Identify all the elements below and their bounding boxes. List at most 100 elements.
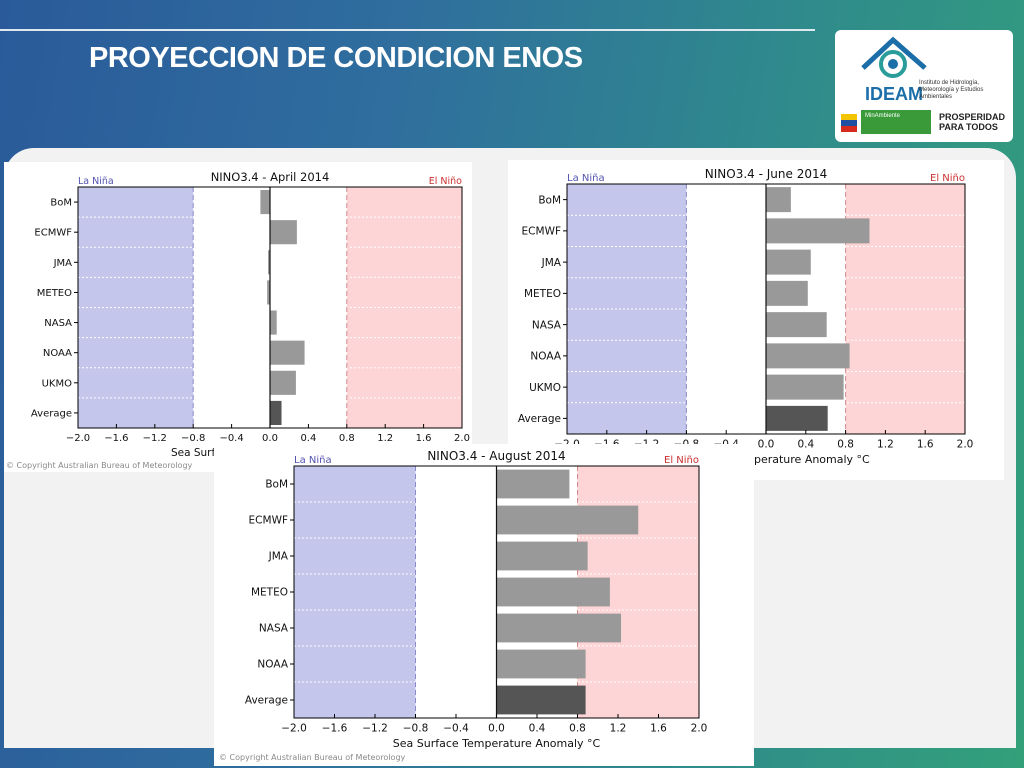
- x-tick-label: 1.2: [377, 433, 393, 444]
- chart-title: NINO3.4 - April 2014: [211, 170, 330, 184]
- bar-ecmwf: [496, 505, 639, 535]
- bar-nasa: [496, 613, 622, 643]
- category-label: ECMWF: [522, 226, 561, 238]
- el-nino-label: El Niño: [930, 173, 965, 184]
- chart-panel-june: BoMECMWFJMAMETEONASANOAAUKMOAverage−2.0−…: [508, 160, 1004, 480]
- bar-meteo: [267, 280, 270, 305]
- category-label: NOAA: [530, 351, 561, 363]
- bar-bom: [496, 469, 570, 499]
- x-tick-label: −0.4: [443, 723, 469, 735]
- category-label: BoM: [265, 479, 288, 491]
- la-nina-region: [567, 184, 687, 434]
- prosperidad-slogan: PROSPERIDAD PARA TODOS: [939, 112, 1006, 132]
- x-tick-label: 0.4: [797, 439, 814, 451]
- bar-noaa: [496, 649, 586, 679]
- bar-jma: [268, 250, 270, 275]
- x-tick-label: 0.8: [339, 433, 355, 444]
- x-tick-label: 1.6: [917, 439, 934, 451]
- bar-jma: [766, 249, 811, 275]
- top-divider-line: [0, 29, 815, 31]
- x-tick-label: 0.0: [488, 723, 505, 735]
- x-tick-label: 1.6: [416, 433, 432, 444]
- nino34-april-chart: BoM ECMWF JMA METEO NASA NOAA UKMO Average −2.0 −…: [31, 170, 470, 459]
- category-label: JMA: [53, 258, 73, 269]
- bar-bom: [766, 187, 791, 213]
- category-label: ECMWF: [249, 515, 288, 527]
- category-label: JMA: [268, 551, 289, 563]
- bar-meteo: [496, 577, 610, 607]
- category-label: UKMO: [529, 382, 561, 394]
- la-nina-label: La Niña: [78, 176, 114, 187]
- x-tick-label: 1.2: [610, 723, 627, 735]
- category-label: JMA: [541, 257, 562, 269]
- category-label: Average: [518, 413, 561, 425]
- x-tick-label: 2.0: [454, 433, 470, 444]
- ideam-logo-subtitle: Instituto de Hidrología, Meteorología y …: [919, 80, 984, 100]
- category-label: NASA: [44, 318, 72, 329]
- bar-meteo: [766, 280, 808, 306]
- category-label: ECMWF: [34, 228, 72, 239]
- category-label: NASA: [532, 319, 562, 331]
- ministry-logo: MinAmbiente: [861, 110, 931, 134]
- x-tick-label: −2.0: [66, 433, 90, 444]
- bar-bom: [260, 190, 270, 215]
- x-tick-label: −1.6: [104, 433, 128, 444]
- category-label: METEO: [251, 587, 288, 599]
- bar-nasa: [270, 310, 277, 335]
- x-tick-label: −0.4: [219, 433, 243, 444]
- chart-panel-april: BoM ECMWF JMA METEO NASA NOAA UKMO Average −2.0 −…: [4, 162, 472, 472]
- slide-title: PROYECCION DE CONDICION ENOS: [89, 42, 583, 74]
- colombia-coat-of-arms-icon: [841, 114, 857, 132]
- x-tick-label: −1.6: [322, 723, 348, 735]
- category-label: BoM: [538, 194, 561, 206]
- x-tick-label: −0.8: [403, 723, 429, 735]
- x-tick-label: 0.0: [262, 433, 278, 444]
- x-axis-label: Sea Surface Temperature Anomaly °C: [393, 737, 601, 750]
- la-nina-label: La Niña: [567, 173, 605, 184]
- x-tick-label: 2.0: [691, 723, 708, 735]
- bar-average: [270, 400, 282, 425]
- x-tick-label: 1.2: [877, 439, 894, 451]
- bar-nasa: [766, 312, 827, 338]
- bar-noaa: [766, 343, 850, 369]
- bar-ecmwf: [270, 220, 297, 245]
- ideam-logo: IDEAM Instituto de Hidrología, Meteorolo…: [835, 30, 1013, 142]
- bar-ukmo: [766, 374, 844, 400]
- ideam-emblem-icon: [861, 36, 927, 78]
- bar-ecmwf: [766, 218, 870, 244]
- category-label: BoM: [50, 198, 72, 209]
- category-label: Average: [245, 695, 288, 707]
- category-label: NASA: [259, 623, 289, 635]
- category-label: NOAA: [43, 348, 72, 359]
- x-tick-label: 1.6: [650, 723, 667, 735]
- ideam-logo-name: IDEAM: [865, 84, 923, 104]
- la-nina-region: [294, 466, 416, 718]
- x-tick-label: −1.2: [362, 723, 388, 735]
- chart-panel-august: BoM ECMWF JMA METEO NASA NOAA Average −2.0 −1.6 −…: [214, 444, 754, 766]
- bar-ukmo: [270, 370, 296, 395]
- category-label: METEO: [524, 288, 561, 300]
- x-tick-label: 0.4: [529, 723, 546, 735]
- chart-title: NINO3.4 - August 2014: [427, 449, 565, 463]
- x-tick-label: 0.8: [569, 723, 586, 735]
- bar-average: [766, 405, 828, 431]
- category-label: NOAA: [257, 659, 288, 671]
- category-label: METEO: [37, 288, 72, 299]
- x-tick-label: 0.4: [300, 433, 316, 444]
- x-tick-label: 0.0: [758, 439, 775, 451]
- bar-average: [496, 685, 586, 715]
- bar-noaa: [270, 340, 305, 365]
- la-nina-label: La Niña: [294, 455, 332, 466]
- x-tick-label: −0.8: [181, 433, 205, 444]
- el-nino-region: [346, 187, 462, 428]
- el-nino-label: El Niño: [429, 176, 462, 187]
- copyright-april: © Copyright Australian Bureau of Meteoro…: [6, 461, 193, 470]
- copyright-august: © Copyright Australian Bureau of Meteoro…: [219, 753, 406, 762]
- bar-jma: [496, 541, 588, 571]
- x-tick-label: −2.0: [281, 723, 307, 735]
- el-nino-label: El Niño: [664, 455, 699, 466]
- category-label: UKMO: [42, 378, 73, 389]
- x-tick-label: −1.2: [143, 433, 167, 444]
- category-label: Average: [31, 408, 72, 419]
- nino34-august-chart: BoM ECMWF JMA METEO NASA NOAA Average −2.0 −1.6 −…: [245, 449, 708, 750]
